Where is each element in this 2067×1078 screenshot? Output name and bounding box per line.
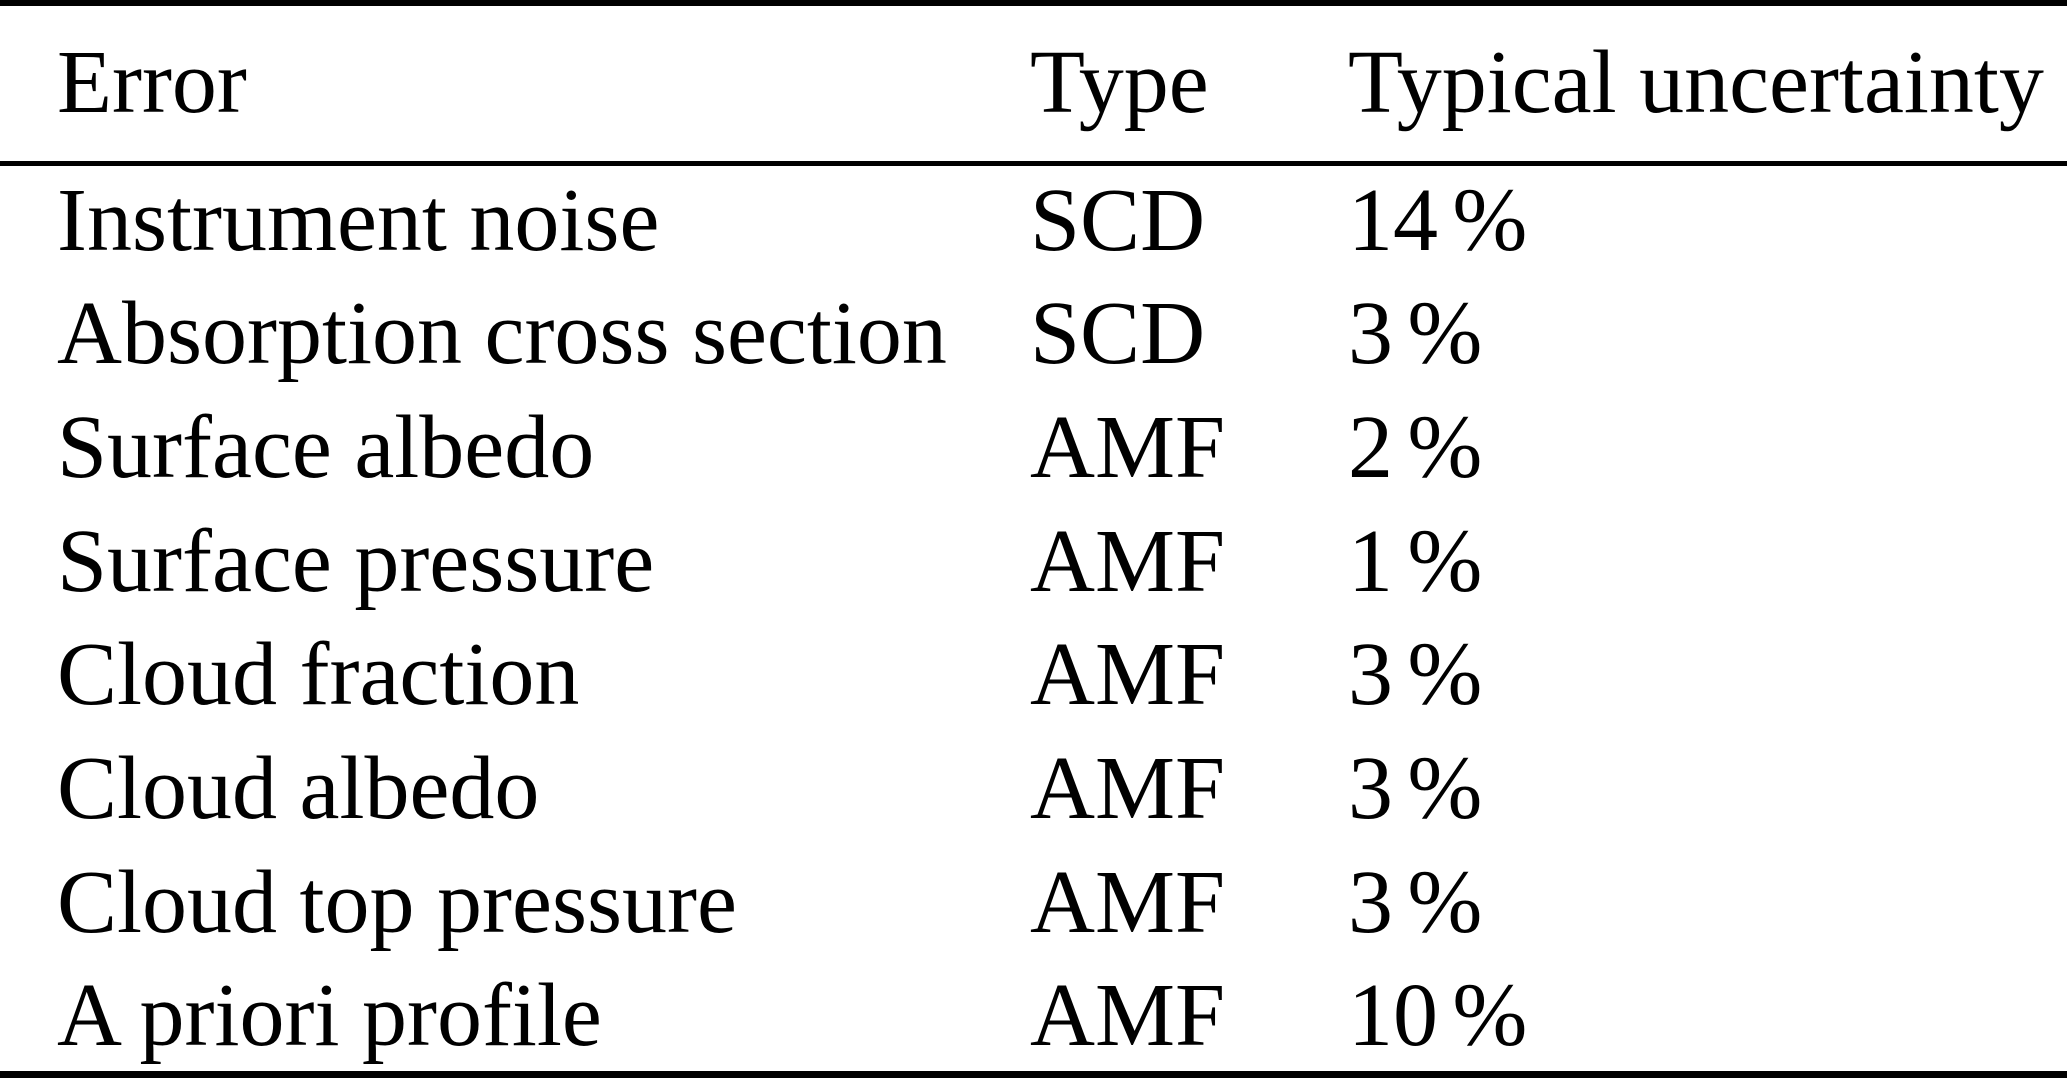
- cell-type: SCD: [1030, 170, 1206, 270]
- table-row: Cloud fraction AMF 3 %: [0, 619, 2067, 733]
- table-row: Instrument noise SCD 14 %: [0, 163, 2067, 277]
- table-row: Surface pressure AMF 1 %: [0, 505, 2067, 619]
- cell-uncertainty: 3 %: [1348, 739, 1483, 839]
- cell-uncertainty: 3 %: [1348, 625, 1483, 725]
- cell-error: Surface pressure: [57, 511, 655, 611]
- cell-uncertainty: 3 %: [1348, 853, 1483, 953]
- cell-uncertainty: 10 %: [1348, 965, 1528, 1065]
- cell-type: AMF: [1030, 965, 1226, 1065]
- cell-type: AMF: [1030, 397, 1226, 497]
- cell-error: Cloud fraction: [57, 625, 580, 725]
- column-header-uncertainty: Typical uncertainty: [1348, 33, 2044, 132]
- table-row: Cloud top pressure AMF 3 %: [0, 847, 2067, 961]
- cell-type: AMF: [1030, 625, 1226, 725]
- column-header-error: Error: [57, 33, 247, 132]
- table-row: Absorption cross section SCD 3 %: [0, 277, 2067, 391]
- cell-error: Cloud top pressure: [57, 853, 737, 953]
- cell-uncertainty: 1 %: [1348, 511, 1483, 611]
- cell-error: Surface albedo: [57, 397, 595, 497]
- cell-error: Instrument noise: [57, 170, 660, 270]
- table-row: Surface albedo AMF 2 %: [0, 391, 2067, 505]
- cell-error: Cloud albedo: [57, 739, 540, 839]
- table-header-row: Error Type Typical uncertainty: [0, 3, 2067, 163]
- table-row: Cloud albedo AMF 3 %: [0, 733, 2067, 847]
- table-row: A priori profile AMF 10 %: [0, 961, 2067, 1075]
- cell-type: SCD: [1030, 283, 1206, 383]
- cell-uncertainty: 2 %: [1348, 397, 1483, 497]
- cell-error: A priori profile: [57, 965, 602, 1065]
- cell-type: AMF: [1030, 511, 1226, 611]
- cell-uncertainty: 14 %: [1348, 170, 1528, 270]
- cell-type: AMF: [1030, 853, 1226, 953]
- column-header-type: Type: [1030, 33, 1209, 132]
- cell-type: AMF: [1030, 739, 1226, 839]
- cell-uncertainty: 3 %: [1348, 283, 1483, 383]
- cell-error: Absorption cross section: [57, 283, 947, 383]
